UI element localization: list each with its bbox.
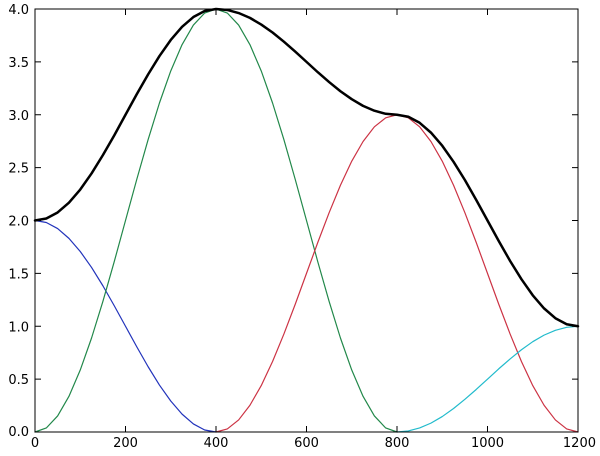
x-tick-label: 0 [31,436,39,451]
x-tick-label: 200 [113,436,138,451]
series-line-5 [33,7,580,328]
x-tick-label: 1200 [563,436,596,451]
series-line-4 [396,325,579,433]
y-tick-label: 1.5 [8,267,29,282]
series-line-3 [215,114,579,433]
y-tick-label: 3.5 [8,56,29,71]
x-tick-label: 600 [294,436,319,451]
x-tick-label: 800 [385,436,410,451]
x-tick-label: 400 [204,436,229,451]
x-tick-label: 1000 [471,436,504,451]
tick-layer: 0 200 400 600 800 1000 1200 0.0 0.5 1.0 1.5 2.0 2.5 3… [8,3,596,451]
y-tick-label: 1.0 [8,320,29,335]
y-tick-label: 0.5 [8,373,29,388]
series-layer [33,7,580,433]
y-tick-label: 2.5 [8,162,29,177]
y-tick-label: 2.0 [8,215,29,230]
series-line-2 [34,8,398,433]
series-line-1 [34,219,217,433]
y-tick-label: 0.0 [8,425,29,440]
y-tick-label: 3.0 [8,109,29,124]
y-tick-label: 4.0 [8,3,29,18]
